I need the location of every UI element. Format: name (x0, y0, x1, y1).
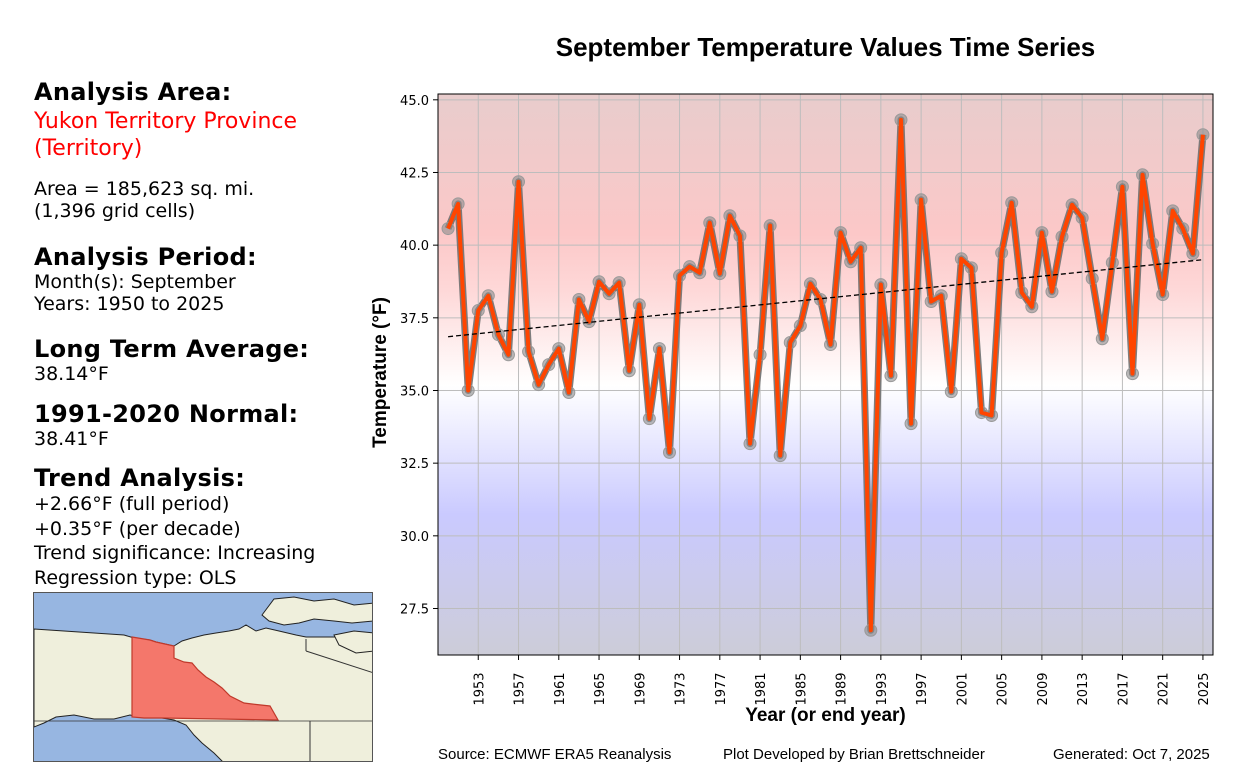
normal-section: 1991-2020 Normal: 38.41°F (34, 400, 298, 450)
y-tick-label: 32.5 (400, 457, 429, 472)
y-tick-label: 40.0 (400, 239, 429, 254)
locator-map-svg (34, 593, 372, 761)
x-tick-label: 1981 (754, 672, 769, 705)
x-tick-label: 1953 (472, 672, 487, 705)
trend-per-decade: +0.35°F (per decade) (34, 517, 241, 540)
x-tick-label: 2005 (996, 672, 1011, 705)
area-name: Yukon Territory Province (Territory) (34, 108, 297, 162)
grid (438, 94, 1213, 655)
footer-source: Source: ECMWF ERA5 Reanalysis (438, 746, 672, 763)
map-land-islands (261, 596, 372, 626)
y-axis-label: Temperature (°F) (370, 297, 391, 448)
footer-generated: Generated: Oct 7, 2025 (1053, 746, 1210, 763)
analysis-period-section: Analysis Period: Month(s): September Yea… (34, 243, 257, 315)
long-term-average-section: Long Term Average: 38.14°F (34, 335, 309, 385)
y-axis: 27.5 30.0 32.5 35.0 37.5 40.0 42.5 45.0 (400, 94, 438, 617)
y-tick-label: 35.0 (400, 384, 429, 399)
x-tick-label: 1961 (553, 672, 568, 705)
x-tick-label: 2021 (1157, 672, 1172, 705)
footer-credit: Plot Developed by Brian Brettschneider (723, 746, 985, 763)
area-size: Area = 185,623 sq. mi. (34, 178, 255, 200)
y-tick-label: 42.5 (400, 166, 429, 181)
plot-background (438, 94, 1213, 655)
y-tick-label: 45.0 (400, 94, 429, 109)
regression-type: Regression type: OLS (34, 566, 237, 589)
locator-map (33, 592, 373, 762)
series-layer (441, 113, 1210, 637)
analysis-area-section: Analysis Area: Yukon Territory Province … (34, 78, 297, 162)
map-land-island-2 (333, 630, 372, 654)
map-border-nunavut (305, 650, 372, 673)
series-line (446, 117, 1205, 633)
trend-full-period: +2.66°F (full period) (34, 493, 230, 515)
analysis-period-heading: Analysis Period: (34, 243, 257, 271)
lta-value: 38.14°F (34, 363, 109, 385)
trend-heading: Trend Analysis: (34, 464, 246, 492)
map-yukon (131, 636, 280, 721)
x-tick-label: 1969 (633, 672, 648, 705)
x-tick-label: 1993 (875, 672, 890, 705)
x-tick-label: 2017 (1116, 672, 1131, 705)
x-tick-label: 1973 (674, 672, 689, 705)
plot-frame (437, 93, 1214, 656)
analysis-area-heading: Analysis Area: (34, 78, 232, 106)
x-tick-label: 1965 (593, 672, 608, 705)
x-tick-label: 1989 (835, 672, 850, 705)
x-tick-label: 1977 (714, 672, 729, 705)
months: Month(s): September (34, 271, 236, 293)
x-axis-label: Year (or end year) (745, 705, 906, 726)
y-tick-label: 37.5 (400, 312, 429, 327)
chart-title: September Temperature Values Time Series (555, 32, 1096, 62)
x-axis: 1953 1957 1961 1965 1969 1973 1977 1981 1985 1989… (472, 655, 1212, 706)
x-tick-label: 1985 (794, 672, 809, 705)
x-tick-label: 2013 (1076, 672, 1091, 705)
lta-heading: Long Term Average: (34, 335, 310, 363)
grid-cells: (1,396 grid cells) (34, 200, 196, 222)
years: Years: 1950 to 2025 (34, 293, 225, 315)
normal-heading: 1991-2020 Normal: (34, 400, 299, 428)
x-tick-label: 2025 (1197, 672, 1212, 705)
x-tick-label: 1957 (513, 672, 528, 705)
trend-analysis-section: Trend Analysis: +2.66°F (full period) +0… (34, 464, 315, 590)
area-name-line1: Yukon Territory Province (34, 109, 298, 134)
x-tick-label: 2001 (955, 672, 970, 705)
x-tick-label: 1997 (915, 672, 930, 705)
x-tick-label: 2009 (1036, 672, 1051, 705)
trend-significance: Trend significance: Increasing (34, 542, 316, 564)
trend-line (447, 259, 1204, 338)
area-name-line2: (Territory) (34, 136, 143, 161)
area-size-section: Area = 185,623 sq. mi. (1,396 grid cells… (34, 178, 254, 222)
y-tick-label: 30.0 (400, 530, 429, 545)
y-tick-label: 27.5 (400, 602, 429, 617)
normal-value: 38.41°F (34, 428, 109, 450)
